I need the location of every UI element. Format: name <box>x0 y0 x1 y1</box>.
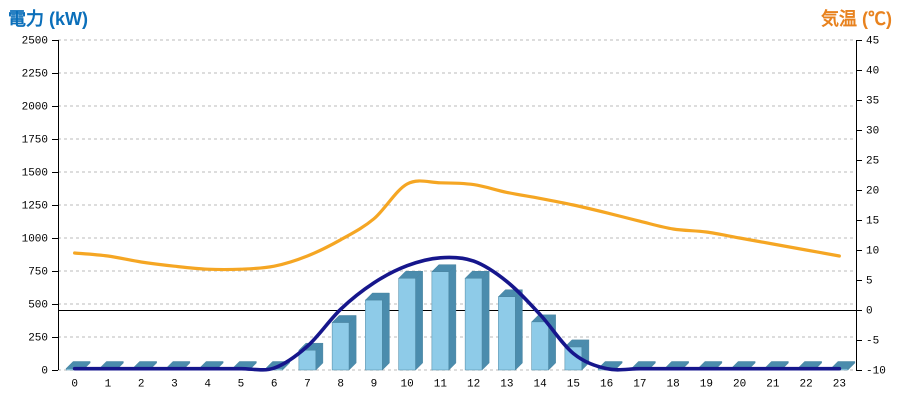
svg-text:250: 250 <box>28 333 48 345</box>
svg-text:10: 10 <box>401 379 414 391</box>
svg-text:2500: 2500 <box>22 36 48 48</box>
svg-text:16: 16 <box>600 379 613 391</box>
svg-text:4: 4 <box>204 379 211 391</box>
svg-text:20: 20 <box>866 186 879 198</box>
svg-text:0: 0 <box>41 366 48 378</box>
svg-text:5: 5 <box>238 379 245 391</box>
svg-text:3: 3 <box>171 379 178 391</box>
svg-text:0: 0 <box>71 379 78 391</box>
svg-text:15: 15 <box>866 216 879 228</box>
svg-text:35: 35 <box>866 96 879 108</box>
svg-text:-10: -10 <box>866 366 886 378</box>
svg-text:13: 13 <box>500 379 513 391</box>
svg-text:18: 18 <box>667 379 680 391</box>
svg-text:11: 11 <box>434 379 448 391</box>
svg-text:7: 7 <box>304 379 311 391</box>
svg-text:9: 9 <box>371 379 378 391</box>
svg-text:12: 12 <box>467 379 480 391</box>
svg-text:40: 40 <box>866 66 879 78</box>
svg-text:1250: 1250 <box>22 201 48 213</box>
svg-text:1: 1 <box>105 379 112 391</box>
svg-text:1750: 1750 <box>22 135 48 147</box>
svg-text:2250: 2250 <box>22 69 48 81</box>
svg-text:8: 8 <box>337 379 344 391</box>
svg-text:19: 19 <box>700 379 713 391</box>
svg-text:750: 750 <box>28 267 48 279</box>
svg-text:23: 23 <box>833 379 846 391</box>
svg-text:6: 6 <box>271 379 278 391</box>
svg-text:21: 21 <box>766 379 780 391</box>
svg-text:1500: 1500 <box>22 168 48 180</box>
svg-text:20: 20 <box>733 379 746 391</box>
svg-text:14: 14 <box>534 379 548 391</box>
svg-text:0: 0 <box>866 306 873 318</box>
svg-text:5: 5 <box>866 276 873 288</box>
svg-text:25: 25 <box>866 156 879 168</box>
svg-text:1000: 1000 <box>22 234 48 246</box>
svg-text:500: 500 <box>28 300 48 312</box>
svg-text:2000: 2000 <box>22 102 48 114</box>
svg-text:30: 30 <box>866 126 879 138</box>
svg-text:17: 17 <box>633 379 646 391</box>
svg-text:10: 10 <box>866 246 879 258</box>
svg-text:22: 22 <box>800 379 813 391</box>
svg-text:45: 45 <box>866 36 879 48</box>
svg-text:2: 2 <box>138 379 145 391</box>
svg-text:-5: -5 <box>866 336 879 348</box>
svg-text:15: 15 <box>567 379 580 391</box>
